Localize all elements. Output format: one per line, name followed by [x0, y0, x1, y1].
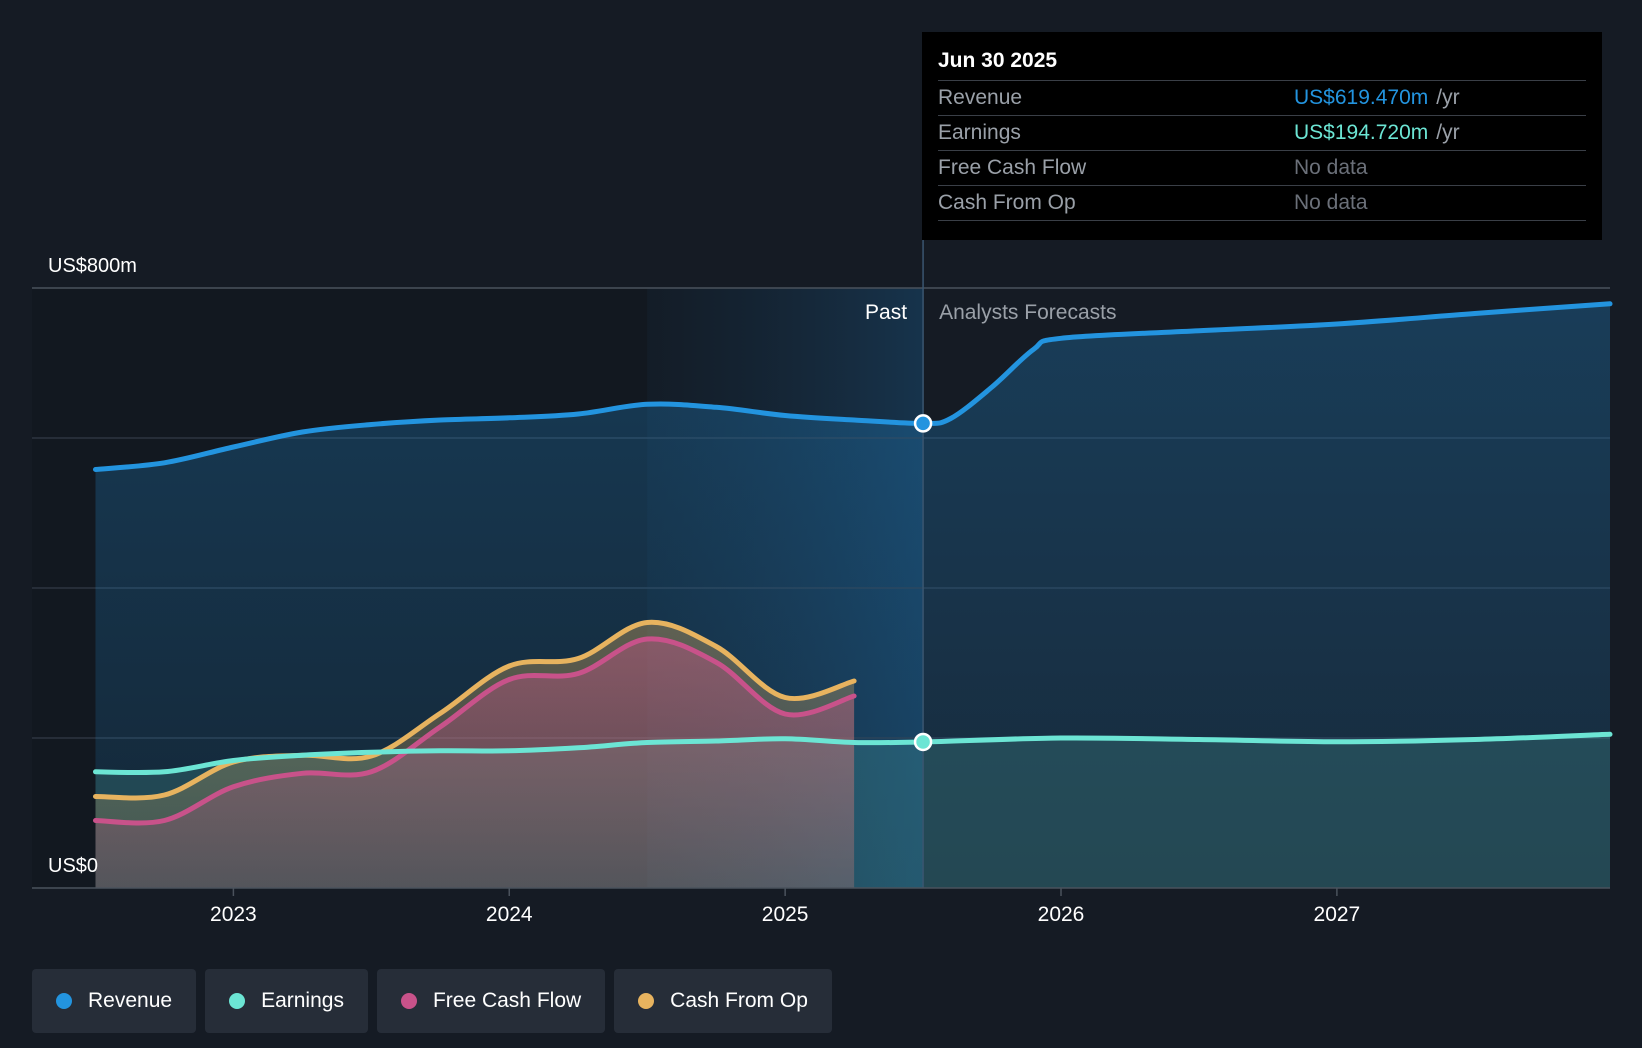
tooltip-panel: Jun 30 2025 Revenue US$619.470m /yr Earn…	[922, 32, 1602, 240]
tooltip-label: Revenue	[938, 86, 1023, 109]
earnings-line[interactable]	[93, 731, 1613, 776]
x-axis-ticks: 2023 2024 2025 2026 2027	[210, 888, 1360, 926]
tooltip-row-earnings: Earnings US$194.720m /yr	[938, 115, 1586, 150]
legend: Revenue Earnings Free Cash Flow Cash Fro…	[32, 969, 832, 1033]
analysts-forecasts-label: Analysts Forecasts	[939, 301, 1116, 324]
tooltip-row-free-cash-flow: Free Cash Flow No data	[938, 150, 1586, 185]
cash-from-op-dot-icon	[638, 993, 655, 1009]
earnings-marker[interactable]	[913, 732, 933, 752]
legend-item-free-cash-flow[interactable]: Free Cash Flow	[376, 969, 606, 1033]
legend-label: Free Cash Flow	[432, 989, 582, 1012]
tooltip-row-cash-from-op: Cash From Op No data	[938, 185, 1586, 221]
x-tick-label: 2027	[1314, 903, 1361, 926]
tooltip-label: Earnings	[938, 121, 1021, 144]
tooltip-unit: /yr	[1436, 121, 1460, 144]
y-axis-label-top: US$800m	[48, 255, 137, 277]
tooltip-value: No data	[1294, 156, 1368, 179]
tooltip-date: Jun 30 2025	[938, 49, 1058, 72]
legend-item-earnings[interactable]: Earnings	[205, 969, 368, 1033]
tooltip-unit: /yr	[1436, 86, 1460, 109]
x-tick-label: 2025	[762, 903, 809, 926]
tooltip-value: US$619.470m	[1294, 86, 1429, 109]
revenue-dot-icon	[56, 993, 72, 1009]
tooltip-value: US$194.720m	[1294, 121, 1429, 144]
free-cash-flow-line[interactable]	[93, 636, 857, 826]
free-cash-flow-area	[95, 638, 855, 888]
revenue-line[interactable]	[93, 301, 1613, 472]
tooltip-label: Free Cash Flow	[938, 156, 1087, 179]
tooltip-value: No data	[1294, 191, 1368, 214]
legend-label: Earnings	[261, 989, 344, 1012]
legend-label: Cash From Op	[670, 989, 808, 1012]
past-label: Past	[865, 301, 907, 324]
tooltip-row-revenue: Revenue US$619.470m /yr	[938, 80, 1586, 115]
free-cash-flow-dot-icon	[400, 993, 417, 1009]
x-tick-label: 2024	[486, 903, 533, 926]
legend-item-revenue[interactable]: Revenue	[32, 969, 197, 1033]
tooltip-label: Cash From Op	[938, 191, 1076, 214]
revenue-marker[interactable]	[913, 414, 933, 433]
x-tick-label: 2023	[210, 903, 257, 926]
legend-item-cash-from-op[interactable]: Cash From Op	[614, 969, 832, 1033]
legend-label: Revenue	[88, 989, 173, 1012]
y-axis-label-bottom: US$0	[48, 855, 98, 877]
x-tick-label: 2026	[1038, 903, 1085, 926]
earnings-dot-icon	[229, 993, 246, 1009]
